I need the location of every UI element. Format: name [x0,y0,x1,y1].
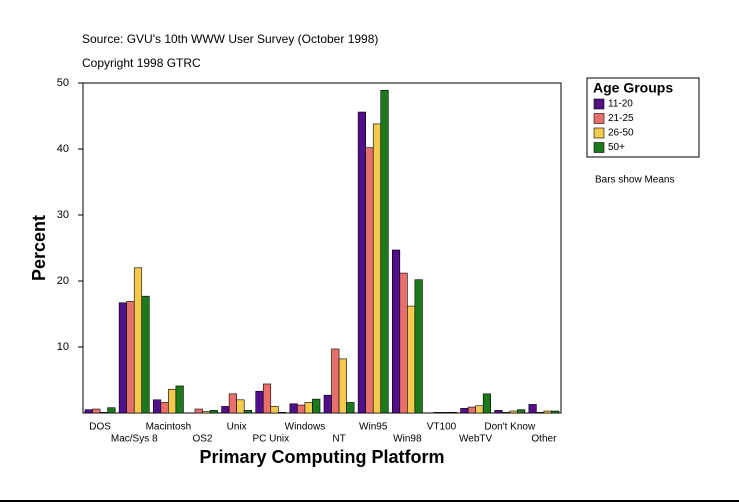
bar [407,305,416,414]
bar [118,302,127,414]
bar [338,358,347,414]
bar [501,412,511,414]
bar [399,272,408,414]
x-tick-label: WebTV [459,434,492,445]
bar [194,408,203,414]
bar [543,410,552,414]
x-tick-label: DOS [89,422,111,433]
bar [323,394,332,414]
chart-title: Source: GVU's 10th WWW User Survey (Octo… [82,32,378,46]
x-tick-label: Don't Know [484,422,536,433]
bar [126,301,135,414]
bar [467,406,476,414]
bar [380,89,389,414]
bar [236,399,245,414]
bar [331,348,340,414]
bar [509,410,518,414]
legend-box [586,77,700,158]
bar [160,402,169,414]
bar [141,295,150,414]
bar [528,404,537,414]
bar [202,411,211,414]
bar [255,390,264,414]
bar [391,249,401,414]
y-tick-label: 30 [57,209,69,221]
x-tick-label: Mac/Sys 8 [111,434,158,445]
bar [168,388,177,414]
bar [270,406,279,414]
bar [304,402,313,414]
bar [372,123,382,414]
x-tick-label: Unix [227,422,247,433]
x-tick-label: Win95 [359,422,388,433]
bar [494,410,503,414]
x-tick-label: NT [332,434,345,445]
y-tick-label: 10 [57,341,69,353]
x-tick-label: Windows [285,422,326,433]
bar [262,383,272,414]
bar [312,398,321,414]
y-tick-label: 20 [57,275,69,287]
x-tick-label: Other [531,434,557,445]
bar [133,267,143,414]
bar [289,403,298,414]
y-tick-label: 50 [57,77,69,89]
legend-swatch [593,98,605,110]
legend-swatch [593,113,605,124]
legend-label: 50+ [608,142,625,153]
legend-label: 26-50 [608,128,634,139]
bar [357,111,366,414]
bar [221,406,230,414]
bar [414,279,423,414]
x-tick-label: VT100 [427,422,457,433]
x-tick-label: Macintosh [146,422,192,433]
bar [92,408,101,414]
bar [99,412,108,414]
bar [441,412,450,414]
bar [551,410,560,414]
bar [433,412,442,414]
legend-swatch [593,127,605,139]
bar [152,399,162,414]
bar [536,412,545,414]
x-tick-label: PC Unix [252,434,289,445]
bar [175,385,184,414]
bar [460,408,469,414]
bar [448,412,457,414]
bar [365,147,374,414]
y-tick-label: 40 [57,143,69,155]
legend-label: 21-25 [608,113,634,124]
bar [475,405,484,414]
bar [209,410,218,414]
x-tick-label: OS2 [192,434,212,445]
y-axis-label: Percent [29,215,49,281]
bar [517,409,526,414]
bar [84,409,93,414]
chart-subtitle: Copyright 1998 GTRC [82,56,201,70]
bar [278,412,287,414]
plot-frame [82,82,562,414]
x-axis-label: Primary Computing Platform [199,447,444,467]
bar [346,402,355,414]
legend-label: 11-20 [608,99,633,110]
bar [107,407,116,414]
bar [228,393,237,414]
bar [297,404,306,414]
bar [482,393,492,414]
x-tick-label: Win98 [393,434,422,445]
note: Bars show Means [595,175,674,186]
legend-title: Age Groups [593,80,673,96]
legend-swatch [593,142,605,153]
bar [243,410,253,414]
